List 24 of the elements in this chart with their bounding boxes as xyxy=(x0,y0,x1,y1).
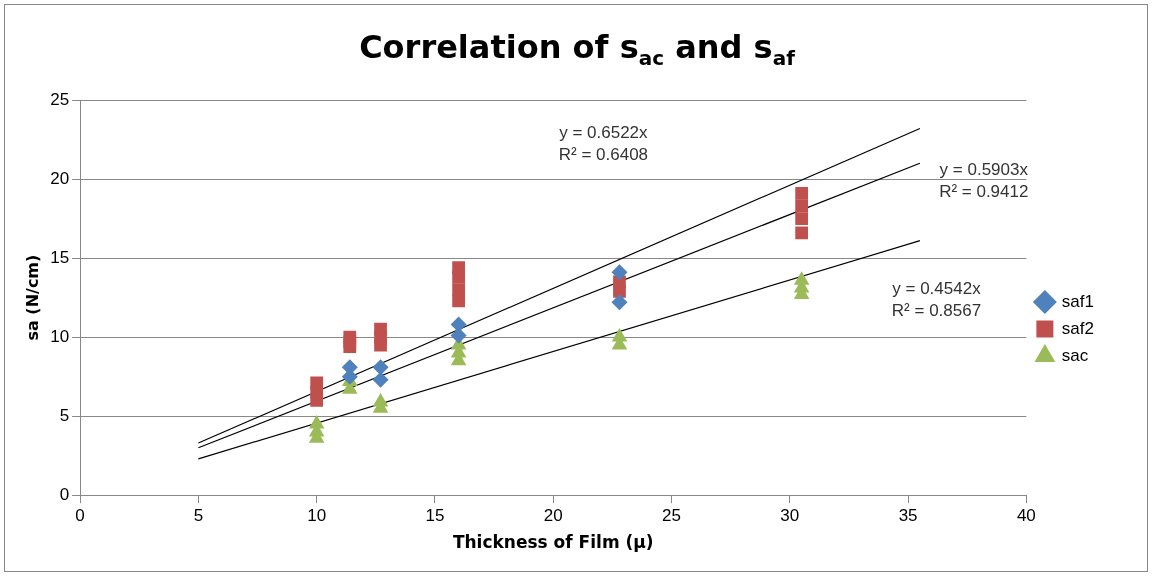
x-axis-title: Thickness of Film (µ) xyxy=(452,532,654,553)
y-tick-label: 25 xyxy=(50,89,70,109)
y-tick-label: 15 xyxy=(50,247,70,267)
x-tick-label: 15 xyxy=(425,506,445,526)
legend-label: saf1 xyxy=(1061,291,1095,311)
y-tick-label: 0 xyxy=(59,484,70,504)
annotation: y = 0.4542x R² = 0.8567 xyxy=(891,279,982,321)
legend-label: sac xyxy=(1061,345,1089,365)
annotation: y = 0.6522x R² = 0.6408 xyxy=(558,122,649,164)
annotation: y = 0.5903x R² = 0.9412 xyxy=(939,159,1029,201)
x-tick-label: 0 xyxy=(75,506,85,526)
y-tick-label: 20 xyxy=(50,168,70,188)
x-tick-label: 30 xyxy=(780,506,800,526)
x-tick-label: 10 xyxy=(307,506,327,526)
x-tick-label: 5 xyxy=(193,506,204,526)
x-tick-label: 40 xyxy=(1016,506,1036,526)
x-tick-label: 25 xyxy=(662,506,681,526)
y-axis-title: sa (N/cm) xyxy=(22,254,42,341)
x-tick-label: 20 xyxy=(543,506,563,526)
legend-label: saf2 xyxy=(1061,318,1095,338)
chart-title: Correlation of s$_{ac}$ and s$_{af}$ xyxy=(358,28,796,71)
x-tick-label: 35 xyxy=(898,506,918,526)
y-tick-label: 5 xyxy=(59,405,70,425)
y-tick-label: 10 xyxy=(50,326,70,346)
